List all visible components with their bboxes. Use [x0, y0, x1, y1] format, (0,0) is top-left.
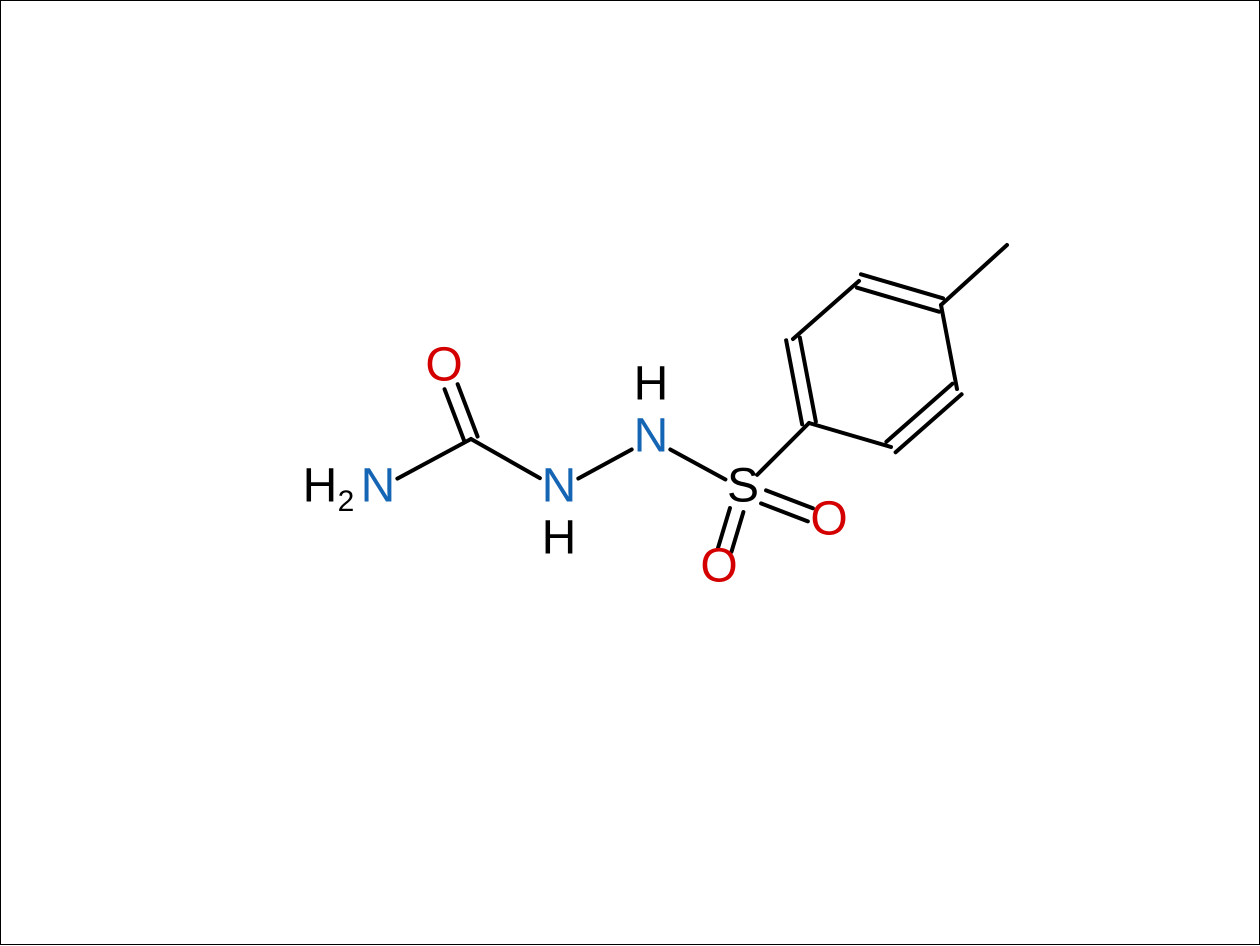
bond-N1-N2	[578, 450, 631, 479]
atom-n1-h: H	[542, 512, 577, 565]
atom-n2-h: H	[634, 358, 669, 411]
bond-N2-S	[670, 450, 725, 480]
bond-S-ring1	[757, 423, 809, 475]
bond-NH2-C_carbonyl	[397, 439, 471, 479]
atom-n2: N	[634, 410, 669, 463]
atom-o-s1: O	[700, 540, 737, 593]
bond-ring5-ring6	[886, 384, 961, 453]
bond-ring4-methyl	[941, 245, 1007, 305]
bond-S-O_s2	[761, 490, 813, 521]
bond-C_carbonyl-N1	[471, 439, 540, 478]
atom-nh2-n: N	[361, 460, 396, 513]
bond-ring2-ring3	[793, 281, 859, 339]
atom-nh2-h: H	[303, 460, 338, 513]
bond-ring4-ring5	[941, 305, 957, 389]
atom-o-s2: O	[810, 493, 847, 546]
canvas-frame: NH2ONHNHSOO	[0, 0, 1260, 945]
bond-ring1-ring2	[786, 338, 816, 425]
atom-o-carbonyl: O	[425, 339, 462, 392]
molecule-diagram: NH2ONHNHSOO	[1, 1, 1260, 946]
atom-s: S	[727, 460, 759, 513]
bond-C_carbonyl-O_carbonyl	[445, 384, 478, 441]
bond-ring3-ring4	[857, 274, 943, 311]
bond-ring6-ring1	[809, 423, 891, 447]
atom-nh2-sub: 2	[338, 485, 355, 518]
atom-n1: N	[542, 460, 577, 513]
